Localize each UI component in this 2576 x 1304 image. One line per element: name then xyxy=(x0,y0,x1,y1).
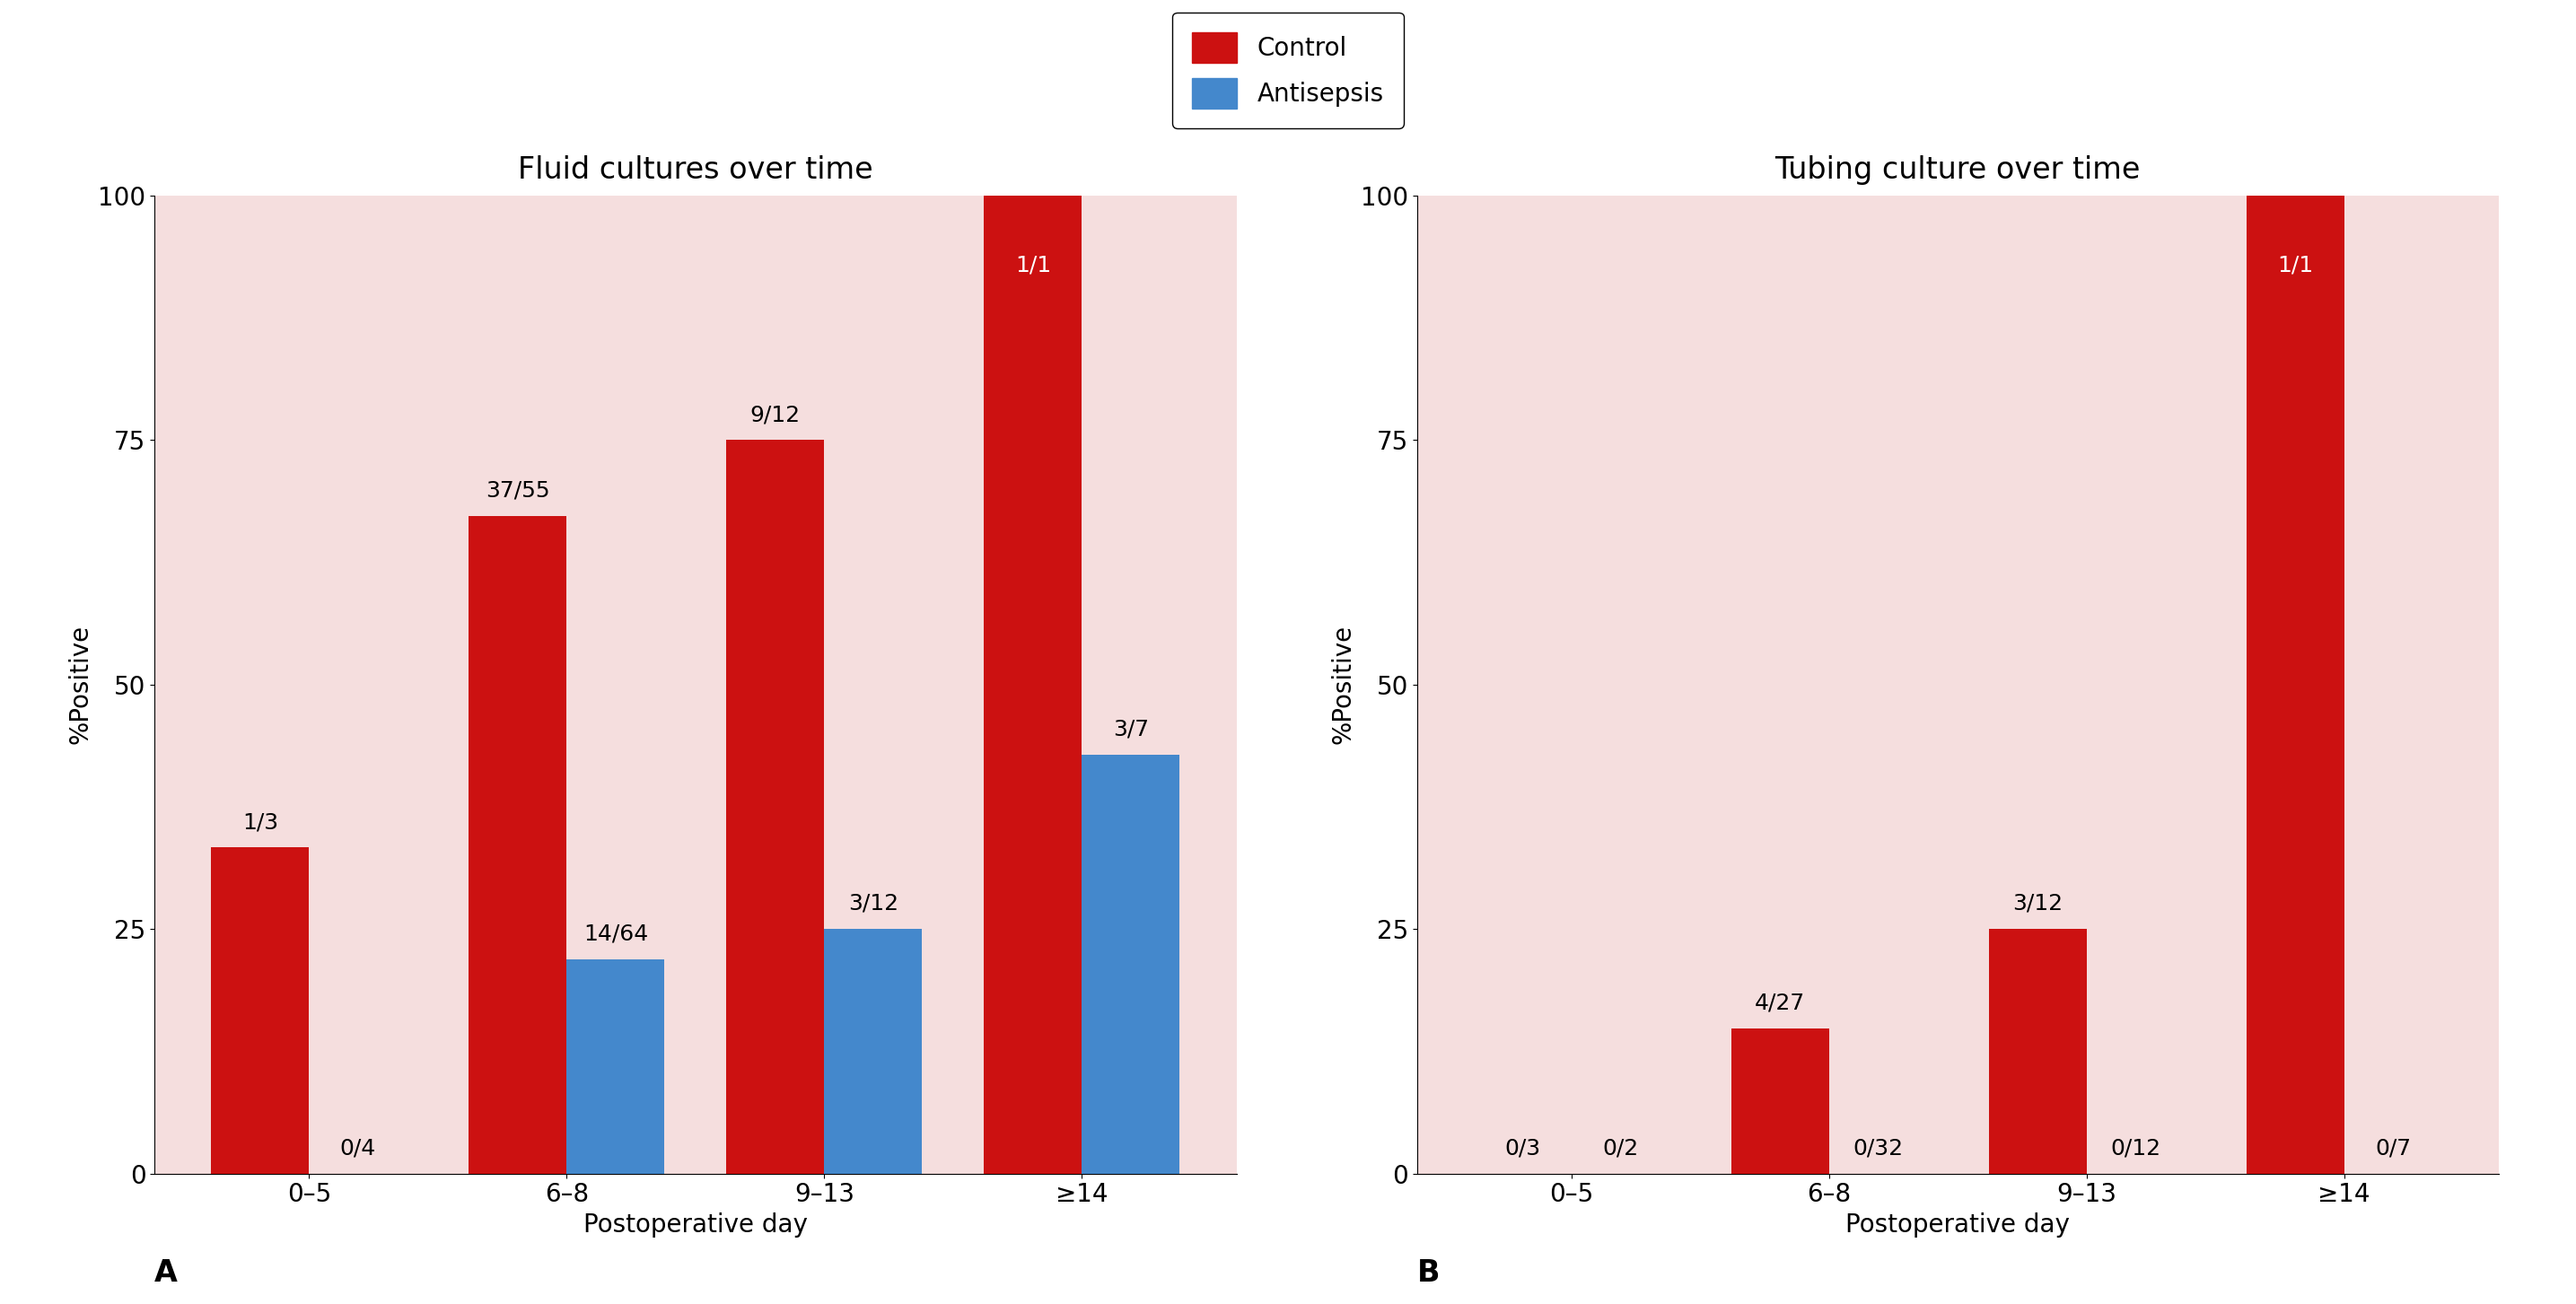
Y-axis label: %Positive: %Positive xyxy=(1329,625,1355,745)
Text: A: A xyxy=(155,1258,178,1288)
Bar xyxy=(211,848,309,1174)
Text: 14/64: 14/64 xyxy=(582,923,649,945)
Bar xyxy=(469,515,567,1174)
Text: B: B xyxy=(1417,1258,1440,1288)
Text: 1/1: 1/1 xyxy=(1015,254,1051,276)
Bar xyxy=(1989,928,2087,1174)
Bar xyxy=(1082,755,1180,1174)
Text: 0/32: 0/32 xyxy=(1852,1137,1904,1159)
Bar xyxy=(984,196,1082,1174)
Text: 3/12: 3/12 xyxy=(2012,893,2063,914)
Text: 4/27: 4/27 xyxy=(1754,992,1806,1015)
Bar xyxy=(824,928,922,1174)
Title: Fluid cultures over time: Fluid cultures over time xyxy=(518,155,873,184)
Y-axis label: %Positive: %Positive xyxy=(67,625,93,745)
Text: 9/12: 9/12 xyxy=(750,404,801,425)
X-axis label: Postoperative day: Postoperative day xyxy=(1844,1213,2071,1237)
Text: 1/3: 1/3 xyxy=(242,811,278,833)
Text: 0/3: 0/3 xyxy=(1504,1137,1540,1159)
Title: Tubing culture over time: Tubing culture over time xyxy=(1775,155,2141,184)
Text: 37/55: 37/55 xyxy=(487,480,549,501)
Bar xyxy=(567,960,665,1174)
Text: 3/12: 3/12 xyxy=(848,893,899,914)
X-axis label: Postoperative day: Postoperative day xyxy=(582,1213,809,1237)
Legend: Control, Antisepsis: Control, Antisepsis xyxy=(1172,13,1404,128)
Bar xyxy=(726,439,824,1174)
Text: 0/2: 0/2 xyxy=(1602,1137,1638,1159)
Text: 0/12: 0/12 xyxy=(2110,1137,2161,1159)
Text: 0/7: 0/7 xyxy=(2375,1137,2411,1159)
Text: 1/1: 1/1 xyxy=(2277,254,2313,276)
Text: 3/7: 3/7 xyxy=(1113,719,1149,739)
Bar xyxy=(1731,1029,1829,1174)
Text: 0/4: 0/4 xyxy=(340,1137,376,1159)
Bar xyxy=(2246,196,2344,1174)
